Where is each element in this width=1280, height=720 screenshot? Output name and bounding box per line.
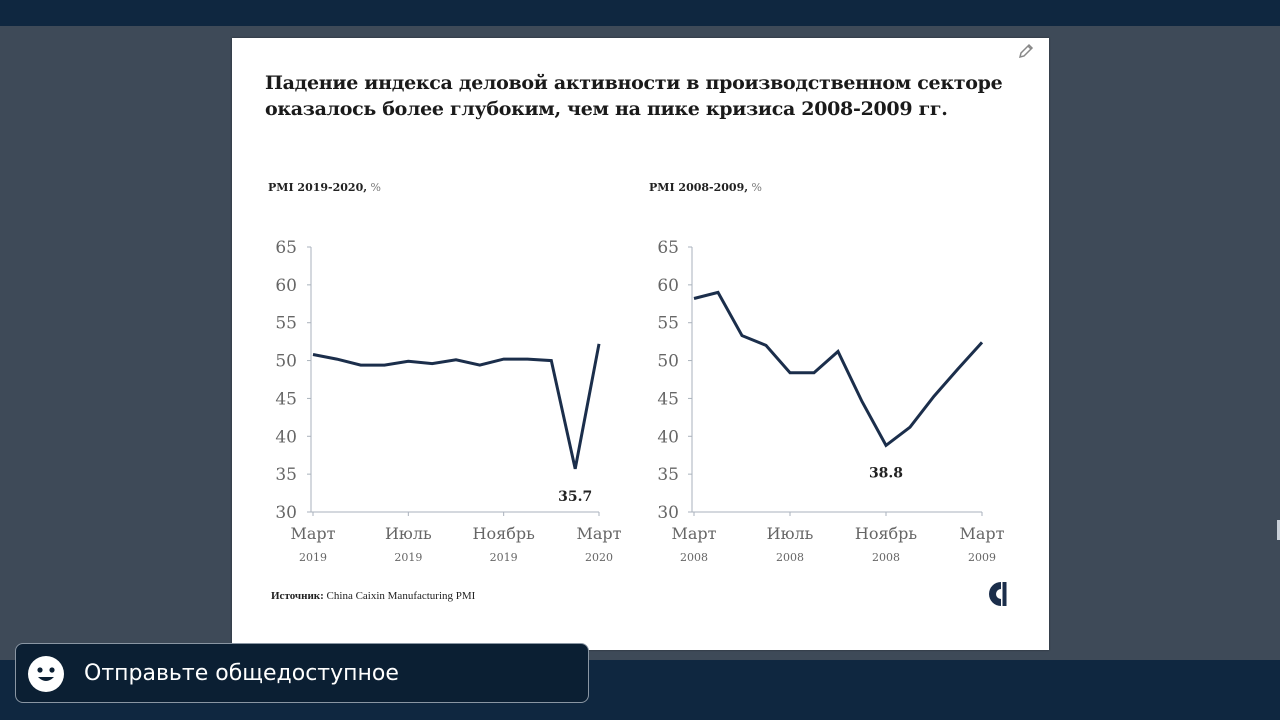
x-tick-year: 2008 bbox=[872, 551, 900, 564]
source-text: China Caixin Manufacturing PMI bbox=[323, 590, 476, 602]
x-tick-year: 2008 bbox=[776, 551, 804, 564]
brand-logo bbox=[989, 582, 1007, 606]
x-tick-year: 2009 bbox=[968, 551, 996, 564]
y-tick-label: 30 bbox=[657, 503, 679, 523]
min-value-label: 35.7 bbox=[558, 489, 592, 505]
source-note: Источник: China Caixin Manufacturing PMI bbox=[271, 590, 475, 602]
x-tick-label: Ноябрь bbox=[855, 524, 918, 543]
y-tick-label: 30 bbox=[275, 503, 297, 523]
y-tick-label: 60 bbox=[275, 276, 297, 296]
x-tick-label: Март bbox=[959, 524, 1004, 543]
x-tick-year: 2008 bbox=[680, 551, 708, 564]
headline-line-1: Падение индекса деловой активности в про… bbox=[265, 72, 1003, 94]
x-tick-year: 2019 bbox=[299, 551, 327, 564]
x-tick-label: Ноябрь bbox=[473, 524, 536, 543]
slide-card bbox=[232, 38, 1049, 650]
x-tick-year: 2019 bbox=[394, 551, 422, 564]
x-tick-label: Март bbox=[576, 524, 621, 543]
x-tick-label: Июль bbox=[385, 524, 432, 543]
y-tick-label: 65 bbox=[275, 238, 297, 258]
y-tick-label: 35 bbox=[275, 465, 297, 485]
scroll-indicator[interactable] bbox=[1277, 520, 1280, 540]
min-value-label: 38.8 bbox=[869, 465, 903, 481]
x-tick-label: Март bbox=[290, 524, 335, 543]
smiley-icon[interactable] bbox=[27, 655, 65, 693]
y-tick-label: 50 bbox=[657, 352, 679, 372]
x-tick-label: Март bbox=[671, 524, 716, 543]
series-line bbox=[312, 343, 601, 470]
x-tick-year: 2020 bbox=[585, 551, 613, 564]
y-tick-label: 40 bbox=[275, 427, 297, 447]
chat-message-input[interactable]: Отправьте общедоступное bbox=[84, 661, 399, 686]
y-tick-label: 55 bbox=[275, 314, 297, 334]
y-tick-label: 45 bbox=[657, 389, 679, 409]
series-line bbox=[693, 290, 984, 448]
chat-input-box[interactable] bbox=[15, 643, 589, 703]
x-tick-label: Июль bbox=[767, 524, 814, 543]
chart-unit: % bbox=[367, 181, 381, 194]
chart-unit: % bbox=[748, 181, 762, 194]
slide-headline: Падение индекса деловой активности в про… bbox=[265, 70, 1025, 122]
y-tick-label: 50 bbox=[275, 352, 297, 372]
y-tick-label: 45 bbox=[275, 389, 297, 409]
chart-title: PMI 2008-2009, % bbox=[649, 181, 762, 194]
source-label: Источник: bbox=[271, 590, 324, 602]
y-tick-label: 65 bbox=[657, 238, 679, 258]
y-tick-label: 40 bbox=[657, 427, 679, 447]
pencil-icon[interactable] bbox=[1016, 41, 1036, 61]
y-tick-label: 35 bbox=[657, 465, 679, 485]
headline-line-2: оказалось более глубоким, чем на пике кр… bbox=[265, 98, 948, 120]
chart-title: PMI 2019-2020, % bbox=[268, 181, 381, 194]
y-tick-label: 60 bbox=[657, 276, 679, 296]
x-tick-year: 2019 bbox=[490, 551, 518, 564]
top-bar bbox=[0, 0, 1280, 26]
y-tick-label: 55 bbox=[657, 314, 679, 334]
